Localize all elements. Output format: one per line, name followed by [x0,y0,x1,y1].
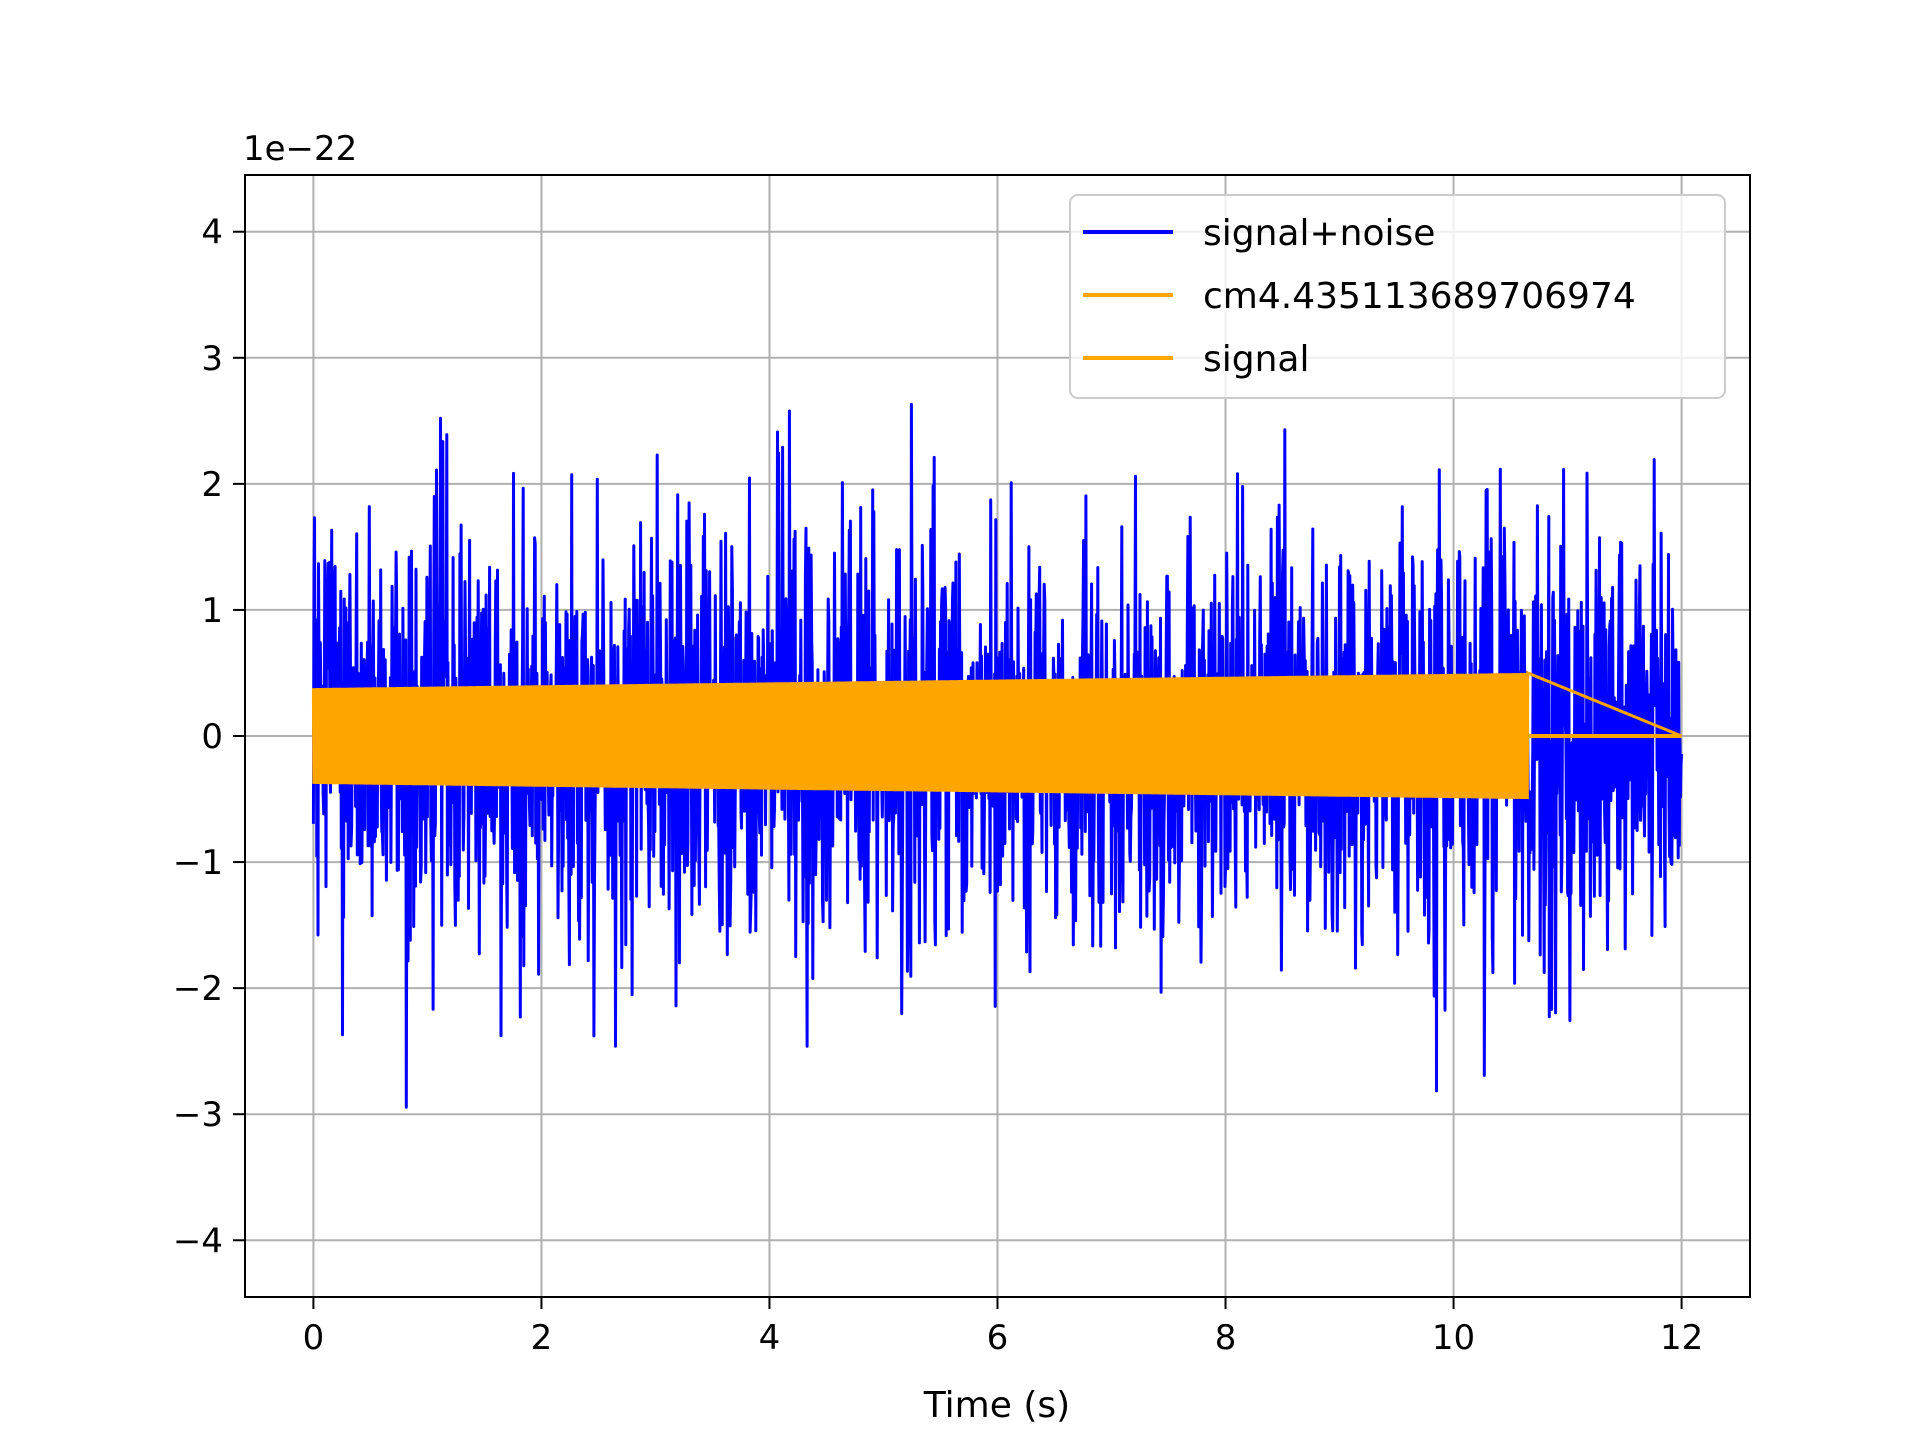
y-tick-label: 3 [201,339,223,379]
y-axis: −4 −3 −2 −1 0 1 2 3 4 [173,213,245,1261]
x-tick-label: 2 [531,1318,553,1358]
x-tick-label: 4 [759,1318,781,1358]
x-tick-label: 0 [303,1318,325,1358]
series-signal-line [311,670,1683,800]
y-tick-label: 4 [201,213,223,253]
x-axis-label: Time (s) [923,1385,1070,1426]
legend-label-signal: signal [1203,339,1310,380]
y-tick-label: −4 [173,1221,223,1261]
x-tick-label: 6 [987,1318,1009,1358]
y-tick-label: 0 [201,717,223,757]
y-tick-label: −3 [173,1095,223,1135]
y-tick-label: 1 [201,591,223,631]
y-offset-label: 1e−22 [243,129,357,169]
legend-label-signal-noise: signal+noise [1203,213,1435,254]
x-axis: 0 2 4 6 8 10 12 [303,1297,1703,1358]
x-tick-label: 10 [1432,1318,1475,1358]
x-tick-label: 12 [1660,1318,1703,1358]
x-tick-label: 8 [1215,1318,1237,1358]
y-tick-label: −1 [173,843,223,883]
legend-box [1069,194,1726,399]
y-tick-label: 2 [201,465,223,505]
series-layer [311,402,1684,1109]
legend: signal+noise cm4.435113689706974 signal [1069,194,1726,399]
y-tick-label: −2 [173,969,223,1009]
legend-label-cm: cm4.435113689706974 [1203,276,1636,317]
